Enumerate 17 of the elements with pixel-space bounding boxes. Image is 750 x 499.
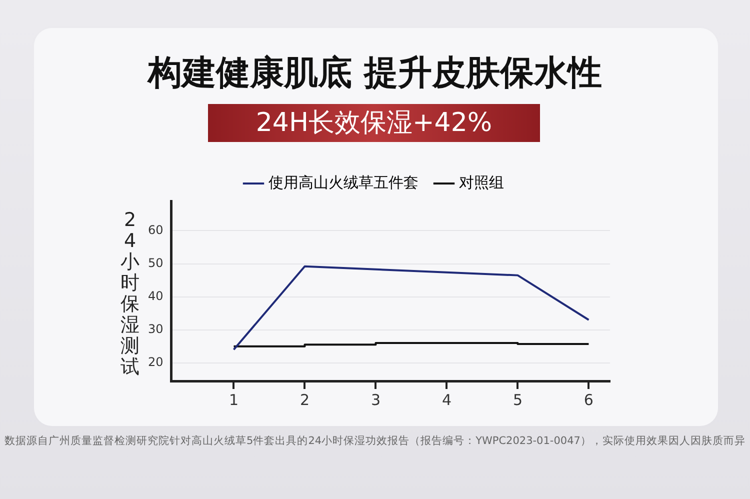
- y-tick-label: 60: [148, 222, 164, 237]
- y-tick-label: 40: [148, 288, 164, 303]
- chart-title: 构建健康肌底 提升皮肤保水性: [146, 52, 603, 95]
- chart-subtitle: 24H长效保湿+42%: [208, 104, 540, 142]
- y-tick-label: 20: [148, 354, 164, 369]
- y-tick-label: 50: [148, 256, 164, 270]
- legend-label: 对照组: [459, 173, 504, 192]
- text: 数据源自广州质量监督检测研究院针对高山火绒草5件套出具的24小时保湿功效报告（报告编号：YWPC2023-01-0047），实际使用效果因人因肤质而异: [4, 434, 746, 448]
- x-tick-label: 4: [442, 390, 452, 409]
- x-tick-label: 5: [512, 390, 522, 409]
- x-tick-label: 3: [370, 390, 380, 409]
- legend-label: 使用高山火绒草五件套: [268, 173, 418, 192]
- x-tick-label: 6: [584, 390, 594, 409]
- y-tick-label: 30: [148, 322, 164, 336]
- x-tick-label: 2: [300, 390, 310, 409]
- y-axis-title: 24小时保湿测试: [120, 209, 140, 378]
- x-tick-label: 1: [228, 390, 239, 409]
